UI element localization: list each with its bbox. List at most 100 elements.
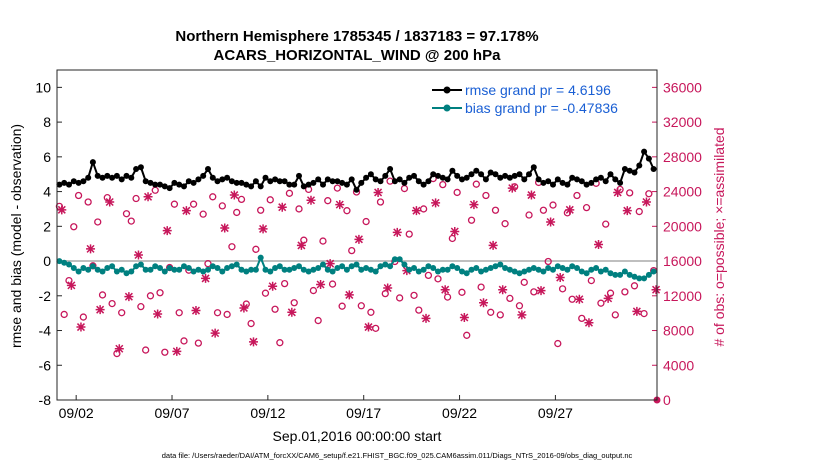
rmse-point: [123, 172, 130, 179]
obs-assimilated-point: [392, 227, 402, 237]
rmse-point: [569, 174, 576, 181]
bias-point: [257, 254, 264, 261]
rmse-point: [444, 176, 451, 183]
bias-point: [449, 263, 456, 270]
rmse-point: [128, 174, 135, 181]
rmse-point: [506, 174, 513, 181]
rmse-series: [56, 148, 657, 193]
bias-point: [406, 266, 413, 273]
y2-tick-label: 12000: [663, 288, 702, 304]
bias-point: [320, 261, 326, 268]
obs-assimilated-point: [450, 227, 460, 237]
bias-point: [209, 263, 216, 270]
y-tick-label: -4: [39, 323, 52, 339]
bias-point: [252, 266, 259, 273]
obs-assimilated-point: [555, 273, 565, 283]
obs-possible-point: [108, 299, 116, 308]
obs-assimilated-point: [181, 206, 191, 216]
obs-possible-point: [573, 191, 581, 200]
bias-point: [113, 268, 120, 275]
rmse-point: [564, 181, 571, 188]
obs-assimilated-point: [421, 313, 431, 323]
bias-point: [425, 263, 432, 270]
bias-point: [238, 266, 245, 273]
obs-possible-point: [525, 211, 533, 219]
obs-possible-point: [142, 346, 150, 354]
bias-point: [415, 268, 422, 275]
rmse-point: [497, 174, 504, 181]
y2-tick-label: 36000: [663, 79, 702, 95]
bias-point: [123, 270, 130, 277]
rmse-point: [454, 172, 461, 179]
rmse-point: [190, 179, 197, 186]
rmse-point: [324, 176, 331, 183]
obs-assimilated-point: [383, 283, 393, 293]
obs-possible-point: [501, 220, 509, 228]
obs-possible-point: [578, 314, 586, 323]
obs-assimilated-point: [565, 205, 575, 215]
bias-point: [636, 275, 643, 282]
obs-assimilated-point: [594, 240, 604, 250]
obs-assimilated-point: [459, 313, 469, 322]
obs-possible-point: [400, 184, 409, 193]
obs-possible-point: [372, 324, 380, 333]
rmse-point: [459, 176, 465, 183]
x-tick-label: 09/27: [538, 405, 573, 421]
rmse-point: [530, 164, 537, 171]
obs-possible-point: [410, 291, 418, 300]
bias-point: [147, 266, 154, 273]
y-axis-ticks: -8 -6 -4 -2 0 2 4 6 8 10: [35, 79, 62, 408]
obs-possible-point: [506, 294, 514, 303]
obs-possible-point: [357, 302, 365, 310]
obs-possible-point: [396, 294, 404, 302]
y2-tick-label: 8000: [663, 323, 694, 339]
obs-possible-point: [180, 337, 188, 345]
obs-possible-point: [602, 220, 610, 228]
bias-point: [56, 258, 63, 265]
obs-assimilated-point: [57, 205, 67, 215]
rmse-point: [401, 179, 408, 186]
x-tick-label: 09/22: [442, 405, 477, 421]
bias-point: [166, 265, 173, 271]
obs-assimilated-point: [325, 259, 335, 269]
obs-assimilated-point: [258, 224, 268, 234]
obs-possible-point: [98, 291, 107, 299]
bias-point: [205, 266, 211, 273]
obs-possible-point: [630, 282, 639, 290]
rmse-point: [228, 178, 235, 185]
obs-assimilated-point: [546, 217, 556, 227]
bias-point: [478, 268, 485, 275]
rmse-point: [99, 174, 106, 181]
rmse-point: [554, 176, 561, 183]
rmse-point: [602, 178, 609, 185]
bias-point: [339, 263, 346, 270]
obs-assimilated-point: [95, 305, 105, 315]
rmse-point: [315, 176, 322, 183]
rmse-point: [118, 176, 125, 183]
obs-assimilated-point: [536, 286, 546, 296]
bias-point: [454, 265, 461, 271]
obs-assimilated-point: [440, 285, 450, 295]
obs-assimilated-point: [507, 183, 517, 193]
obs-assimilated-point: [76, 322, 86, 332]
obs-possible-point: [487, 308, 495, 316]
rmse-point: [559, 179, 566, 186]
y-tick-label: 4: [43, 184, 51, 200]
bias-point: [430, 265, 437, 271]
bias-point: [526, 266, 532, 273]
y2-axis-label: # of obs: o=possible; ×=assimilated: [711, 127, 727, 346]
obs-possible-point: [175, 309, 183, 317]
rmse-point: [526, 171, 532, 178]
rmse-point: [166, 185, 173, 192]
rmse-point: [535, 176, 542, 183]
rmse-point: [550, 181, 556, 188]
obs-assimilated-point: [153, 309, 163, 319]
bias-point: [286, 266, 293, 273]
rmse-point: [617, 179, 624, 186]
obs-assimilated-point: [296, 240, 306, 250]
obs-possible-point: [261, 289, 270, 297]
rmse-point: [439, 174, 446, 181]
rmse-point: [147, 179, 154, 186]
obs-possible-point: [549, 201, 557, 209]
rmse-point: [420, 181, 427, 188]
